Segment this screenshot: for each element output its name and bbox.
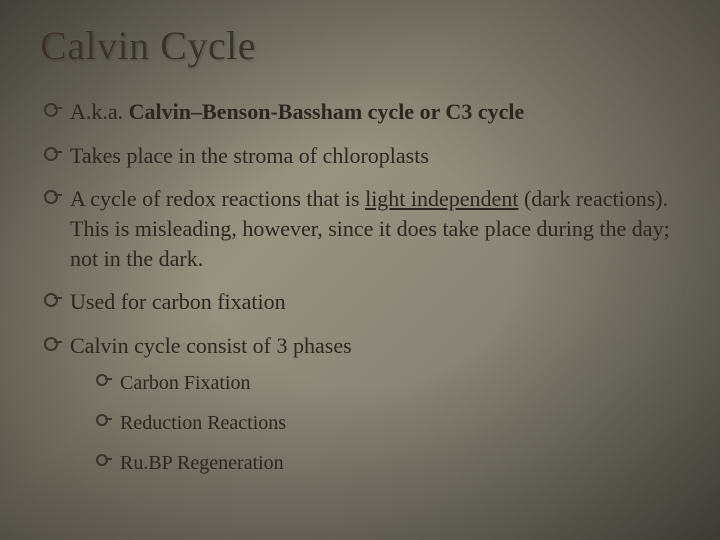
slide: Calvin Cycle A.k.a. Calvin–Benson-Bassha… (0, 0, 720, 540)
bullet-text-prefix: A cycle of redox reactions that is (70, 186, 365, 211)
bullet-item: Calvin cycle consist of 3 phases Carbon … (40, 331, 680, 477)
bullet-text-underline: light independent (365, 186, 518, 211)
bullet-text-prefix: A.k.a. (70, 99, 129, 124)
sub-bullet-text: Ru.BP Regeneration (120, 452, 284, 474)
bullet-text: Calvin cycle consist of 3 phases (70, 333, 352, 358)
sub-bullet-list: Carbon Fixation Reduction Reactions Ru.B… (94, 369, 680, 477)
bullet-text: Takes place in the stroma of chloroplast… (70, 143, 429, 168)
bullet-text-bold: Calvin–Benson-Bassham cycle or C3 cycle (129, 99, 525, 124)
sub-bullet-text: Carbon Fixation (120, 372, 251, 394)
bullet-item: A cycle of redox reactions that is light… (40, 184, 680, 273)
bullet-item: Takes place in the stroma of chloroplast… (40, 141, 680, 171)
bullet-item: Used for carbon fixation (40, 287, 680, 317)
bullet-list: A.k.a. Calvin–Benson-Bassham cycle or C3… (40, 97, 680, 477)
sub-bullet-text: Reduction Reactions (120, 412, 286, 434)
sub-bullet-item: Carbon Fixation (94, 369, 680, 397)
bullet-text: Used for carbon fixation (70, 289, 286, 314)
sub-bullet-item: Reduction Reactions (94, 409, 680, 437)
sub-bullet-item: Ru.BP Regeneration (94, 449, 680, 477)
bullet-item: A.k.a. Calvin–Benson-Bassham cycle or C3… (40, 97, 680, 127)
slide-title: Calvin Cycle (40, 22, 680, 69)
